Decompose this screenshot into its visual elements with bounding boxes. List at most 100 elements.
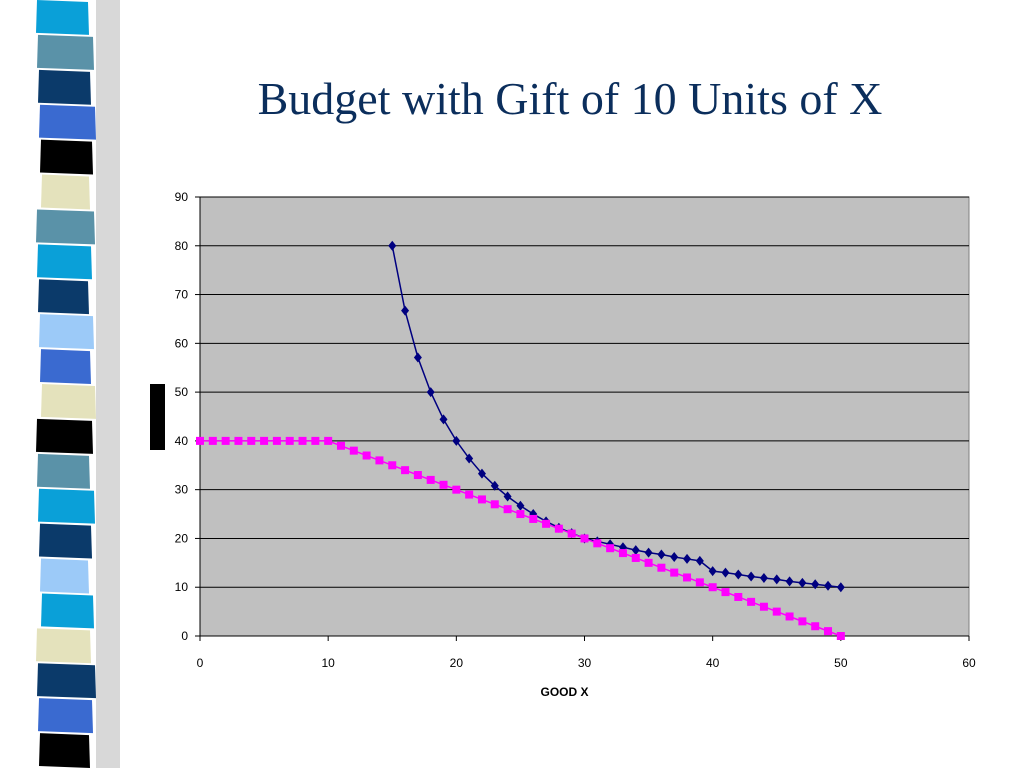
stripe-segment: [38, 488, 95, 524]
series-2-point: [298, 436, 307, 445]
series-2-point: [196, 436, 204, 445]
stripe-segment: [41, 384, 96, 419]
series-1-point: [772, 574, 781, 585]
x-tick-label: 40: [706, 656, 720, 670]
series-1-point: [836, 582, 845, 593]
y-tick-label: 70: [175, 288, 189, 302]
y-tick-label: 40: [175, 434, 189, 448]
series-2-point: [670, 568, 679, 577]
series-2-point: [759, 602, 768, 611]
series-1-point: [631, 545, 640, 556]
stripe-segment: [41, 174, 90, 210]
series-1-point: [721, 567, 730, 578]
series-2-point: [529, 514, 538, 523]
series-2-point: [567, 529, 576, 538]
plot-area: [199, 196, 970, 637]
series-2-point: [413, 471, 422, 480]
series-2-point: [375, 456, 384, 465]
stripe-shadow: [96, 0, 120, 768]
stripe-segment: [37, 34, 94, 70]
stripe-segment: [36, 209, 95, 245]
series-1-point: [439, 414, 448, 425]
stripe-segment: [40, 558, 89, 594]
y-tick-label: 10: [175, 580, 189, 594]
series-2-point: [490, 500, 499, 509]
series-1-point: [811, 579, 820, 590]
series-1-point: [477, 468, 486, 479]
x-tick-label: 0: [197, 656, 204, 670]
series-1-point: [490, 480, 499, 491]
series-2-point: [554, 524, 563, 533]
series-2-point: [336, 441, 345, 450]
series-2-point: [772, 607, 781, 616]
stripe-segment: [36, 0, 89, 35]
y-tick-label: 50: [175, 385, 189, 399]
y-tick-label: 0: [181, 629, 188, 643]
series-2-point: [285, 436, 294, 445]
series-1-point: [452, 435, 461, 446]
series-2-point: [824, 627, 833, 636]
series-2-point: [811, 622, 820, 631]
series-2-point: [465, 490, 474, 499]
series-1-point: [798, 577, 807, 588]
series-2-point: [836, 632, 845, 640]
series-1-point: [734, 569, 743, 580]
series-2-point: [247, 436, 256, 445]
series-1-point: [426, 387, 435, 398]
series-2-point: [477, 495, 486, 504]
series-2-point: [618, 549, 627, 558]
slide-title: Budget with Gift of 10 Units of X: [257, 73, 883, 124]
series-2-point: [644, 558, 653, 567]
series-2-point: [631, 553, 640, 562]
series-1-point: [747, 571, 756, 582]
series-2-point: [426, 475, 435, 484]
x-tick-label: 20: [450, 656, 464, 670]
series-1-point: [785, 576, 794, 587]
y-tick-label: 90: [175, 190, 189, 204]
series-2-point: [580, 534, 589, 543]
series-2-point: [785, 612, 794, 621]
y-axis-title-box: [150, 384, 165, 450]
y-tick-label: 60: [175, 336, 189, 350]
series-2-point: [708, 583, 717, 592]
series-1-point: [644, 547, 653, 558]
series-2-point: [388, 461, 397, 470]
series-1-point: [670, 551, 679, 562]
series-2-point: [503, 505, 512, 514]
series-2-point: [798, 617, 807, 626]
series-2-point: [593, 539, 602, 548]
stripe-segment: [40, 349, 91, 384]
series-2-point: [683, 573, 692, 582]
series-1-point: [759, 572, 768, 583]
stripe-segment: [40, 139, 93, 175]
stripe-segment: [38, 69, 91, 105]
stripe-segment: [37, 244, 92, 280]
stripe-segment: [38, 279, 89, 315]
series-2-point: [324, 436, 333, 445]
series-2-point: [208, 436, 217, 445]
series-2-point: [695, 578, 704, 587]
series-2-point: [311, 436, 320, 445]
y-tick-label: 80: [175, 239, 189, 253]
x-axis-title: GOOD X: [540, 685, 588, 699]
series-1-point: [695, 555, 704, 566]
stripe-segment: [39, 104, 96, 140]
stripe-segment: [39, 733, 90, 768]
series-2-point: [606, 544, 615, 553]
decorative-side-stripes: [36, 0, 120, 768]
series-1-point: [516, 500, 525, 511]
series-1-point: [465, 453, 474, 464]
series-2-point: [362, 451, 371, 460]
x-tick-label: 60: [962, 656, 976, 670]
series-2-point: [439, 480, 448, 489]
series-1-point: [824, 580, 833, 591]
series-2-point: [260, 436, 269, 445]
x-tick-label: 50: [834, 656, 848, 670]
y-tick-label: 20: [175, 531, 189, 545]
series-1-point: [388, 240, 397, 251]
series-1-point: [503, 491, 512, 502]
series-2-point: [221, 436, 230, 445]
series-1-point: [401, 305, 410, 316]
series-2-point: [734, 592, 743, 601]
